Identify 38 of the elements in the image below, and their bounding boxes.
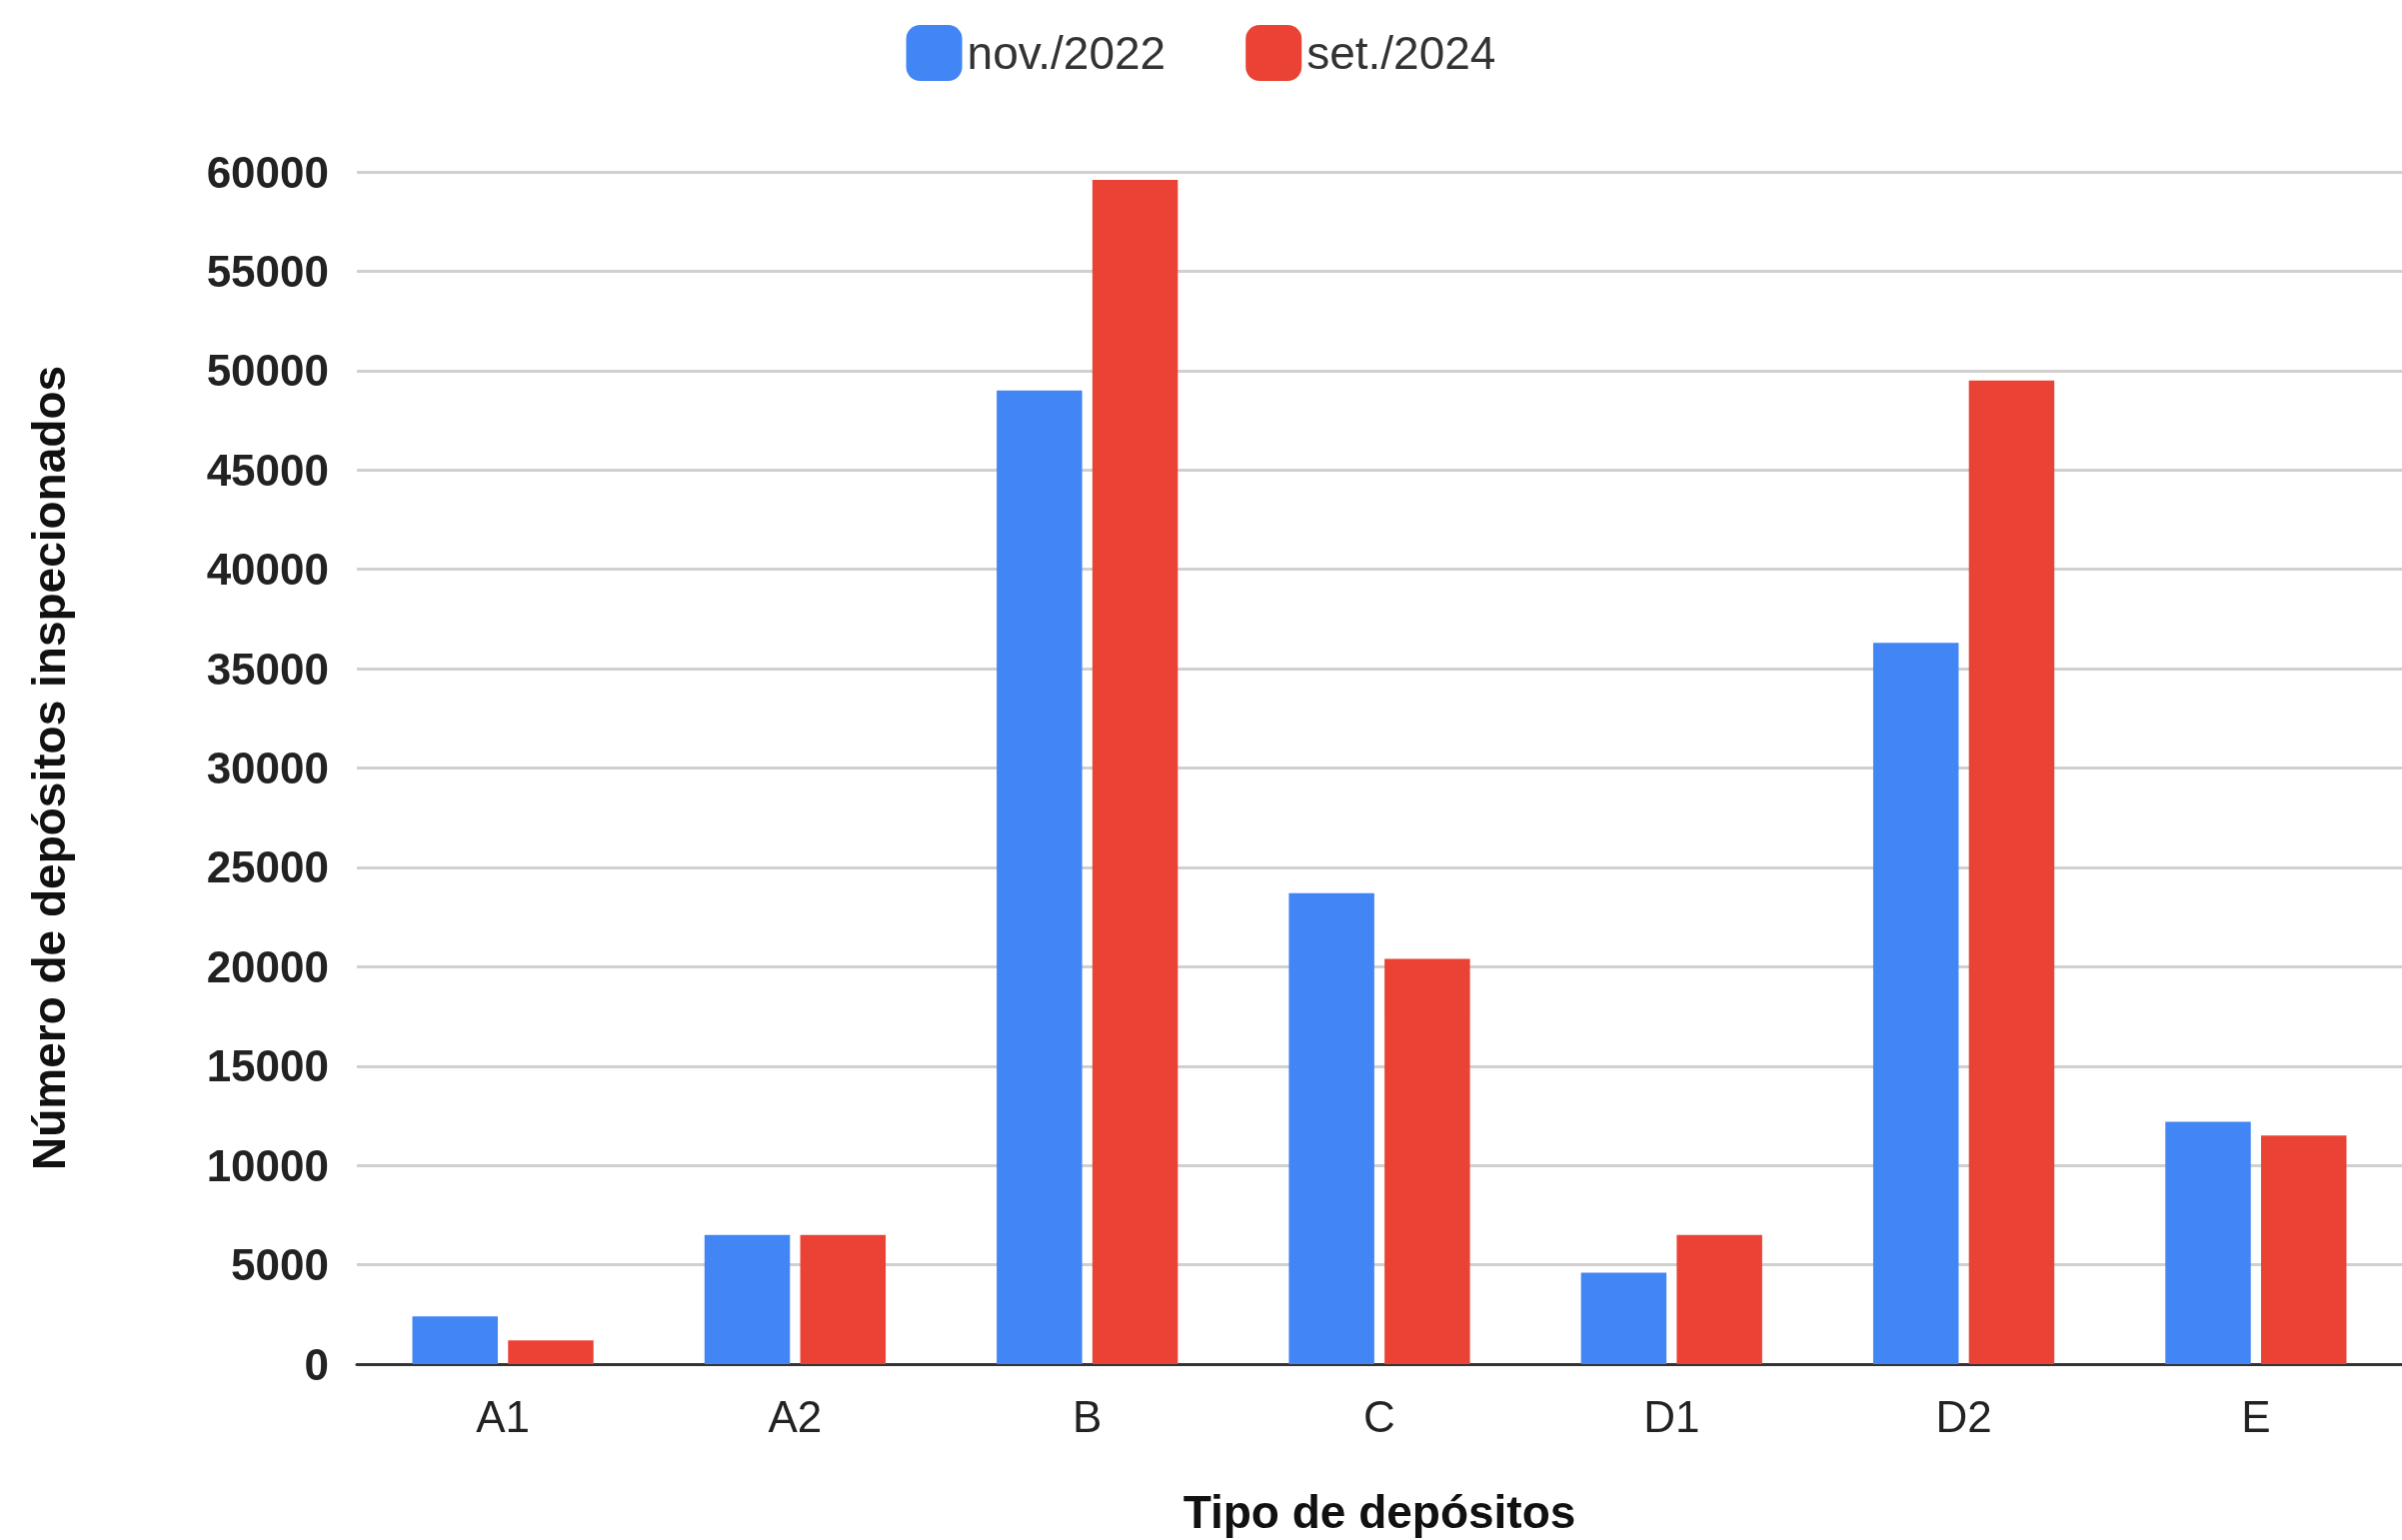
bar	[704, 1234, 791, 1364]
bar	[2165, 1121, 2251, 1364]
x-axis-title: Tipo de depósitos	[1183, 1486, 1576, 1538]
x-tick-label: A2	[768, 1391, 823, 1441]
x-tick-label: B	[1073, 1391, 1103, 1441]
y-tick-label: 45000	[206, 445, 329, 495]
x-tick-label: D2	[1935, 1391, 1992, 1441]
y-tick-label: 55000	[206, 246, 329, 296]
y-axis-title: Número de depósitos inspecionados	[23, 365, 75, 1171]
bar	[1092, 179, 1179, 1364]
x-tick-label: A1	[476, 1391, 531, 1441]
bar	[2260, 1135, 2347, 1364]
y-tick-label: 15000	[206, 1041, 329, 1091]
bar	[1288, 892, 1374, 1364]
y-tick-label: 40000	[206, 545, 329, 595]
x-tick-label: C	[1363, 1391, 1395, 1441]
y-tick-label: 60000	[206, 147, 329, 197]
y-tick-label: 5000	[231, 1240, 329, 1290]
y-tick-label: 25000	[206, 842, 329, 892]
bar	[1384, 958, 1470, 1364]
bar	[508, 1340, 594, 1364]
legend-label: nov./2022	[967, 27, 1167, 79]
legend-label: set./2024	[1306, 27, 1496, 79]
y-tick-label: 10000	[206, 1140, 329, 1190]
y-tick-label: 0	[304, 1339, 329, 1389]
y-tick-label: 35000	[206, 644, 329, 694]
y-tick-label: 20000	[206, 941, 329, 991]
bar	[800, 1234, 887, 1364]
bar	[1676, 1234, 1762, 1364]
bar	[1872, 643, 1959, 1364]
bar	[412, 1316, 499, 1364]
bar	[997, 390, 1083, 1364]
bar	[1580, 1272, 1667, 1364]
y-tick-label: 50000	[206, 346, 329, 396]
x-tick-label: D1	[1643, 1391, 1700, 1441]
x-tick-label: E	[2241, 1391, 2271, 1441]
bar	[1968, 380, 2055, 1364]
y-tick-label: 30000	[206, 744, 329, 792]
